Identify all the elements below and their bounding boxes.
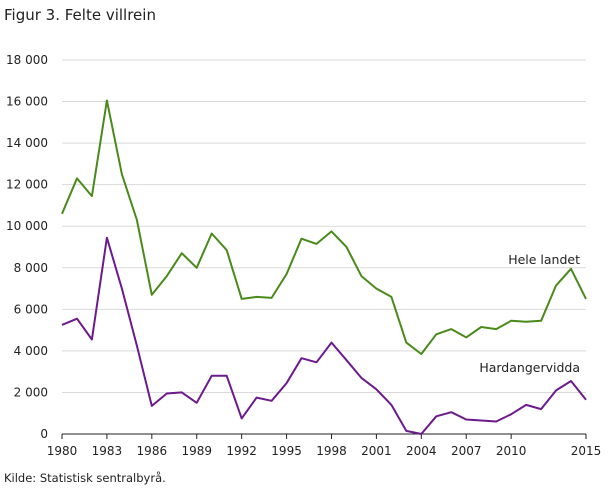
x-tick-label: 1995 [271, 444, 302, 458]
y-tick-label: 4 000 [14, 344, 48, 358]
x-tick-label: 2004 [406, 444, 437, 458]
source-note: Kilde: Statistisk sentralbyrå. [4, 471, 166, 485]
y-tick-label: 14 000 [6, 136, 48, 150]
series-lines [61, 99, 587, 435]
y-tick-label: 18 000 [6, 53, 48, 67]
y-tick-label: 10 000 [6, 219, 48, 233]
y-tick-label: 6 000 [14, 302, 48, 316]
series-label-hele-landet: Hele landet [508, 252, 580, 267]
series-label-hardangervidda: Hardangervidda [479, 360, 580, 375]
y-tick-label: 12 000 [6, 178, 48, 192]
series-line-hardangervidda [61, 236, 587, 435]
x-tick-label: 2001 [361, 444, 392, 458]
x-tick-label: 2015 [571, 444, 602, 458]
x-tick-label: 1980 [47, 444, 78, 458]
x-tick-label: 1989 [181, 444, 212, 458]
x-tick-label: 1986 [137, 444, 168, 458]
y-tick-label: 0 [40, 427, 48, 441]
grid-lines [62, 59, 586, 393]
axes: 0 2 000 4 000 6 000 8 000 10 000 12 000 14 000 1… [6, 53, 601, 458]
x-tick-label: 1998 [316, 444, 347, 458]
x-tick-label: 1992 [226, 444, 257, 458]
y-tick-label: 8 000 [14, 261, 48, 275]
y-tick-label: 2 000 [14, 385, 48, 399]
series-line-hele-landet [61, 99, 587, 355]
series-labels: Hele landet Hardangervidda [479, 252, 580, 375]
x-tick-label: 2007 [451, 444, 482, 458]
x-tick-label: 1983 [92, 444, 123, 458]
chart-title: Figur 3. Felte villrein [4, 6, 156, 24]
x-tick-label: 2010 [496, 444, 527, 458]
y-tick-label: 16 000 [6, 95, 48, 109]
